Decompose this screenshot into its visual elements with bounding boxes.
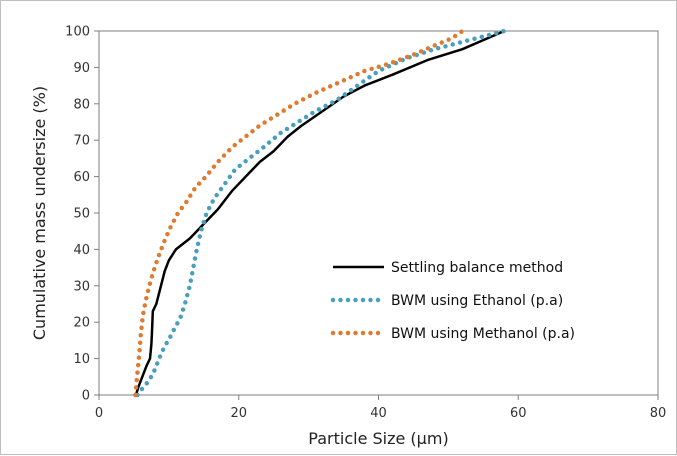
x-tick-label: 20 xyxy=(230,406,247,421)
y-tick-label: 70 xyxy=(73,134,90,149)
y-tick-label: 30 xyxy=(73,279,90,294)
series-line-3 xyxy=(133,28,465,398)
y-tick-label: 60 xyxy=(73,170,90,185)
y-tick-label: 40 xyxy=(73,243,90,258)
series-line-1 xyxy=(134,29,505,396)
y-tick-label: 10 xyxy=(73,352,90,367)
legend-label-1: Settling balance method xyxy=(391,260,563,276)
y-tick-label: 90 xyxy=(73,61,90,76)
y-tick-label: 20 xyxy=(73,316,90,331)
series-layer xyxy=(133,28,507,398)
legend-label-3: BWM using Methanol (p.a) xyxy=(391,326,575,342)
y-tick-label: 100 xyxy=(65,25,90,40)
axes: 0 10 20 30 40 50 60 70 80 90 100 0 20 40 60 80 xyxy=(65,25,666,422)
y-axis-title: Cumulative mass undersize (%) xyxy=(30,86,49,340)
y-tick-label: 0 xyxy=(82,389,90,404)
x-axis-title: Particle Size (µm) xyxy=(308,429,448,448)
series-line-2 xyxy=(135,28,507,398)
x-tick-label: 40 xyxy=(370,406,387,421)
x-tick-label: 0 xyxy=(95,406,103,421)
legend: Settling balance method BWM using Ethanol… xyxy=(330,260,575,342)
x-tick-label: 80 xyxy=(650,406,667,421)
y-tick-label: 50 xyxy=(73,207,90,222)
y-tick-label: 80 xyxy=(73,97,90,112)
legend-label-2: BWM using Ethanol (p.a) xyxy=(391,293,563,309)
x-tick-label: 60 xyxy=(510,406,527,421)
